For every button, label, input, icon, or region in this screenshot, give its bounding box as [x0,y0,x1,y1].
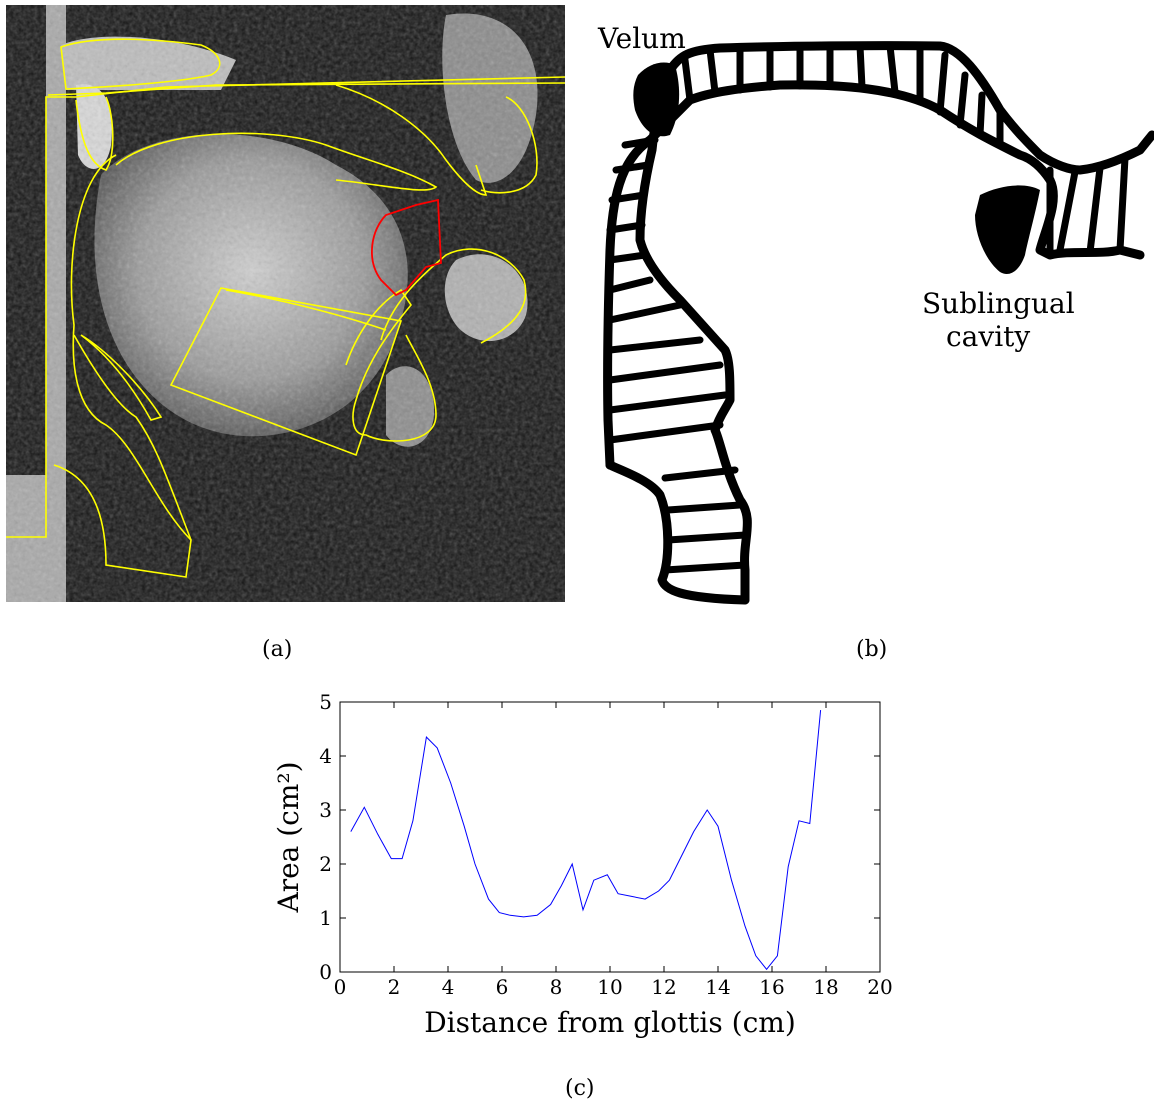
y-tick-label: 2 [319,852,332,876]
sublingual-cavity-fill [975,185,1040,275]
y-tick-label: 4 [319,744,332,768]
x-tick-label: 6 [496,975,509,999]
x-tick-label: 2 [388,975,401,999]
grid-lines [606,42,1129,574]
x-tick-label: 12 [651,975,676,999]
x-tick-label: 4 [442,975,455,999]
caption-a: (a) [262,637,293,662]
x-tick-label: 8 [550,975,563,999]
y-axis: 0 1 2 3 4 5 [319,690,880,984]
velum-fill [633,62,680,137]
caption-c: (c) [565,1076,595,1101]
mri-image-panel [6,5,565,602]
y-axis-label: Area (cm²) [272,761,305,913]
series-line [350,710,822,971]
x-axis: 0 2 4 6 8 10 12 14 16 18 20 [334,702,893,999]
sublingual-label-line1: Sublingual [922,287,1075,320]
x-tick-label: 20 [867,975,892,999]
x-axis-label: Distance from glottis (cm) [424,1006,796,1039]
y-tick-label: 1 [319,906,332,930]
caption-b: (b) [856,637,888,662]
x-tick-label: 18 [813,975,838,999]
velum-label: Velum [597,22,686,55]
y-tick-label: 5 [319,690,332,714]
vocal-tract-grid: Velum Sublingual cavity [597,22,1154,605]
sublingual-label-line2: cavity [946,320,1030,353]
mri-image [6,5,565,602]
x-tick-label: 16 [759,975,784,999]
x-tick-label: 0 [334,975,347,999]
y-tick-label: 0 [319,960,332,984]
x-tick-label: 14 [705,975,730,999]
sublingual-cavity-contour [371,198,442,297]
contour-tracings [6,38,565,578]
plot-frame [339,701,881,973]
vocal-tract-grid-panel: Velum Sublingual cavity [580,0,1154,610]
x-tick-label: 10 [597,975,622,999]
y-tick-label: 3 [319,798,332,822]
